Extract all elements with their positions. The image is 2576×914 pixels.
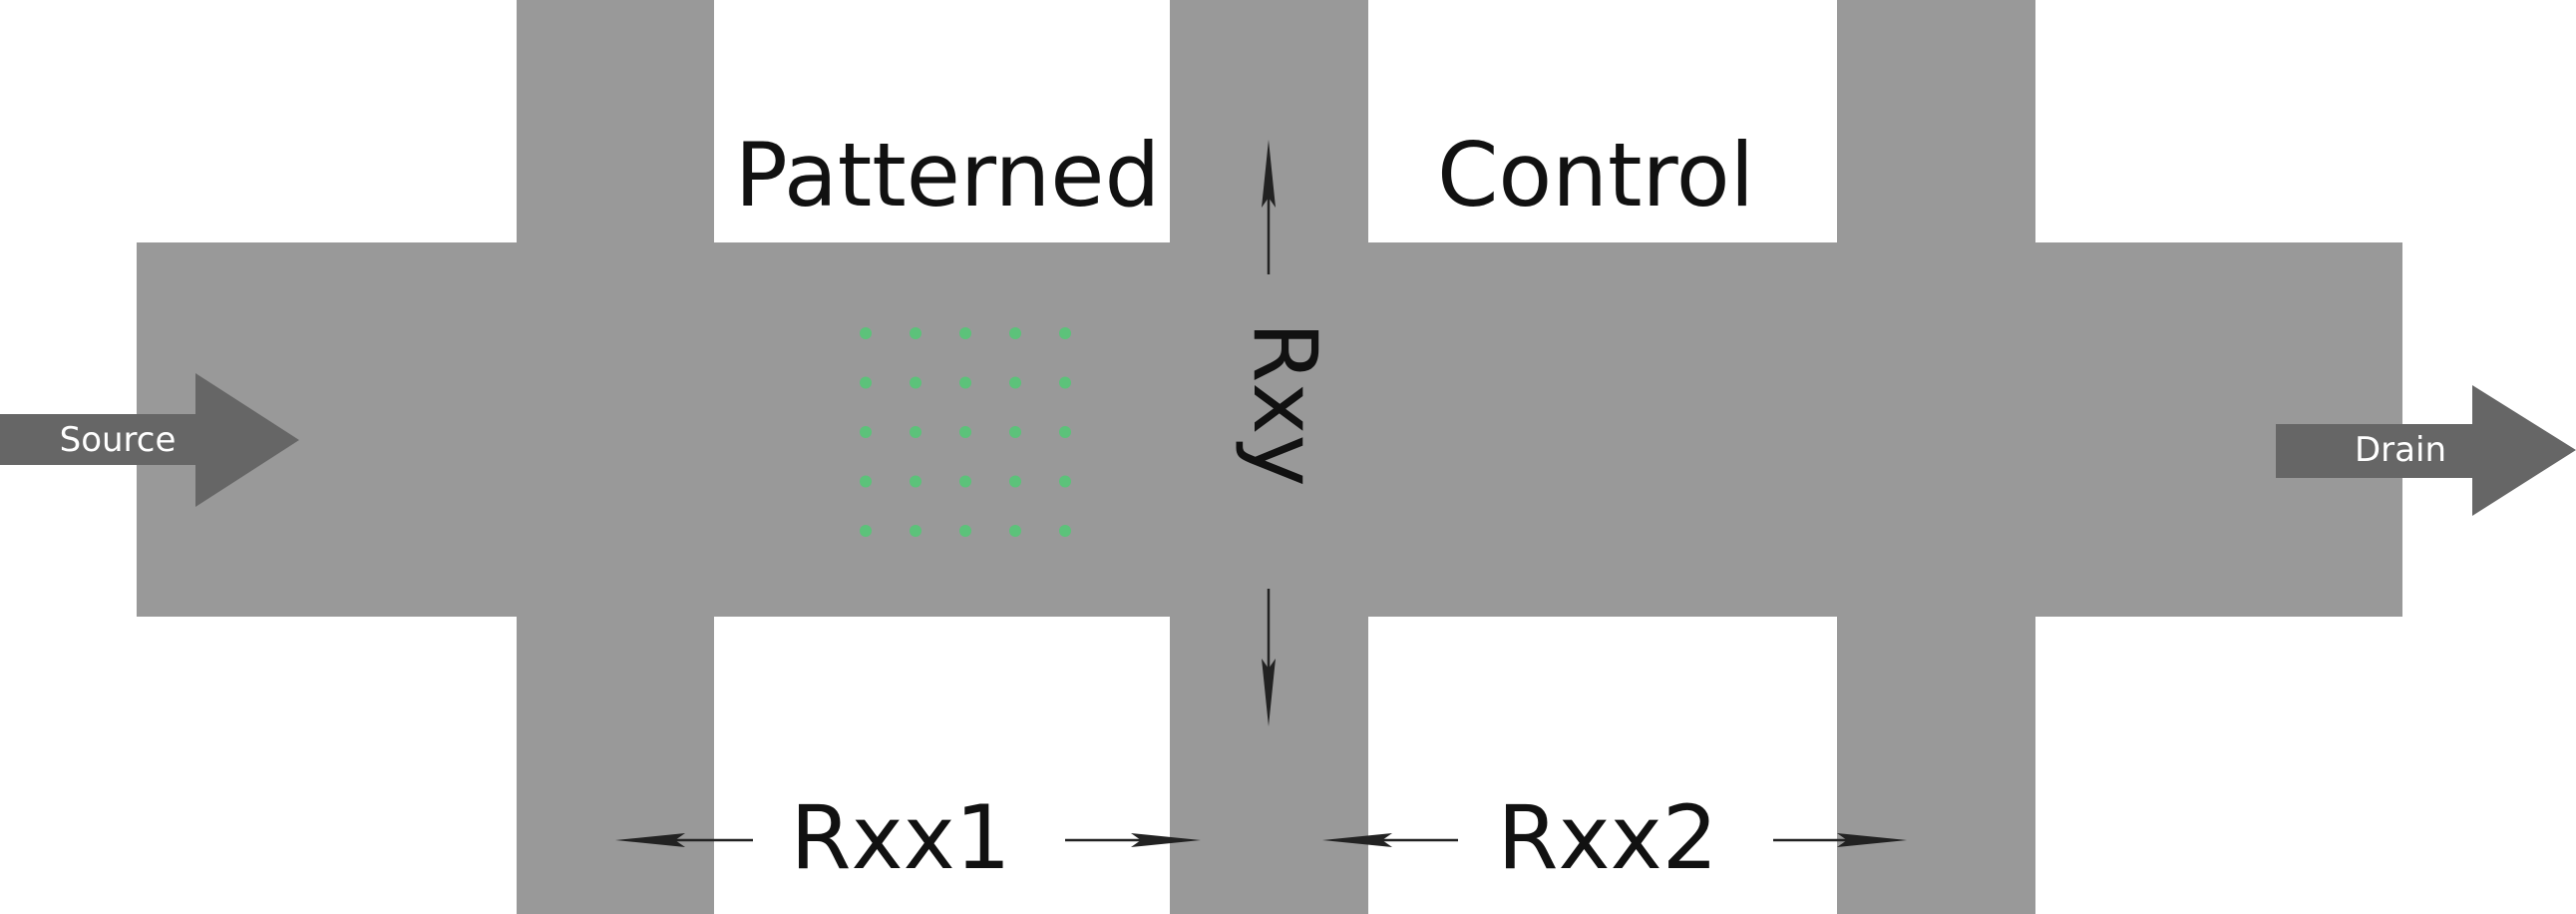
hall-bar — [137, 0, 2402, 914]
top-contact-3 — [1837, 0, 2035, 244]
source-label: Source — [60, 420, 177, 460]
rxx1-arrow-right-head — [1131, 833, 1201, 847]
top-contact-1 — [517, 0, 714, 244]
pattern-dot — [860, 376, 872, 389]
pattern-dot — [1009, 525, 1021, 537]
bottom-contact-1 — [517, 615, 714, 914]
pattern-dot — [910, 525, 921, 537]
pattern-dot — [1059, 376, 1071, 389]
patterned-dot-array — [860, 327, 1071, 537]
rxx2-arrow-right-head — [1837, 833, 1907, 847]
rxx2-measurement: Rxx2 — [1322, 786, 1907, 889]
pattern-dot — [910, 376, 921, 389]
pattern-dot — [959, 475, 971, 488]
pattern-dot — [959, 426, 971, 438]
rxx1-label: Rxx1 — [790, 786, 1010, 889]
pattern-dot — [1009, 327, 1021, 339]
pattern-dot — [959, 376, 971, 389]
source-arrow-shape — [0, 373, 299, 507]
rxy-arrow-down-head — [1262, 659, 1276, 726]
bottom-contact-3 — [1837, 615, 2035, 914]
pattern-dot — [1009, 426, 1021, 438]
main-channel — [137, 242, 2402, 617]
pattern-dot — [959, 525, 971, 537]
source-arrow: Source — [0, 373, 299, 507]
rxx2-label: Rxx2 — [1497, 786, 1717, 889]
pattern-dot — [860, 426, 872, 438]
patterned-label: Patterned — [735, 124, 1161, 227]
pattern-dot — [1059, 426, 1071, 438]
pattern-dot — [1059, 525, 1071, 537]
drain-label: Drain — [2355, 430, 2446, 470]
pattern-dot — [1009, 376, 1021, 389]
rxx2-arrow-left-head — [1322, 833, 1392, 847]
pattern-dot — [910, 475, 921, 488]
pattern-dot — [910, 426, 921, 438]
pattern-dot — [910, 327, 921, 339]
pattern-dot — [860, 327, 872, 339]
rxy-label: Rxy — [1234, 321, 1336, 486]
drain-arrow-shape — [2276, 385, 2576, 516]
rxx1-arrow-left-head — [615, 833, 685, 847]
rxy-arrow-up-head — [1262, 140, 1276, 208]
drain-arrow: Drain — [2276, 385, 2576, 516]
pattern-dot — [860, 525, 872, 537]
control-label: Control — [1437, 124, 1754, 227]
pattern-dot — [1009, 475, 1021, 488]
pattern-dot — [1059, 475, 1071, 488]
rxx1-measurement: Rxx1 — [615, 786, 1201, 889]
pattern-dot — [1059, 327, 1071, 339]
pattern-dot — [959, 327, 971, 339]
rxy-measurement: Rxy — [1234, 140, 1336, 726]
pattern-dot — [860, 475, 872, 488]
